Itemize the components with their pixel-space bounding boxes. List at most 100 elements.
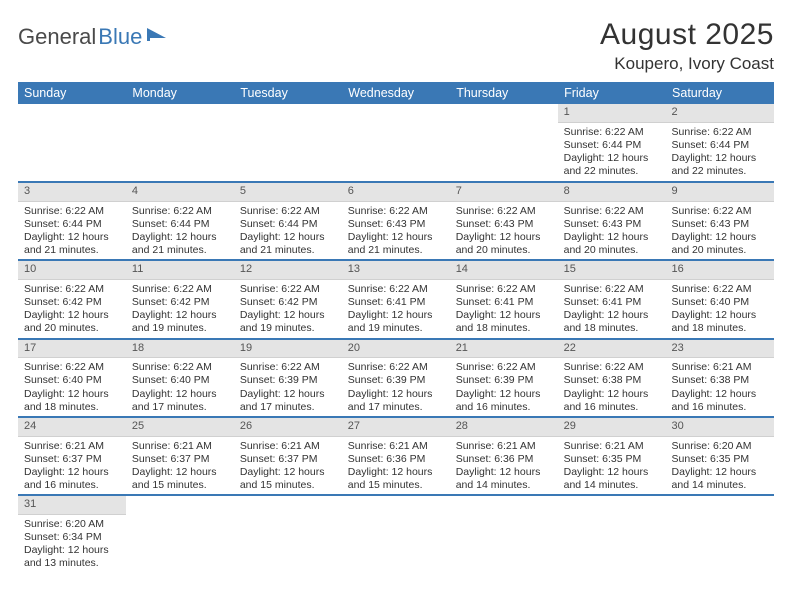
- day-details: Sunrise: 6:22 AMSunset: 6:42 PMDaylight:…: [234, 280, 342, 338]
- calendar-cell: 27Sunrise: 6:21 AMSunset: 6:36 PMDayligh…: [342, 417, 450, 495]
- sunset-text: Sunset: 6:40 PM: [132, 374, 228, 387]
- calendar-cell: 4Sunrise: 6:22 AMSunset: 6:44 PMDaylight…: [126, 182, 234, 260]
- calendar-cell: [450, 104, 558, 182]
- calendar-week: 24Sunrise: 6:21 AMSunset: 6:37 PMDayligh…: [18, 417, 774, 495]
- calendar-cell: 22Sunrise: 6:22 AMSunset: 6:38 PMDayligh…: [558, 339, 666, 417]
- daylight-line1: Daylight: 12 hours: [456, 466, 552, 479]
- calendar-cell: 2Sunrise: 6:22 AMSunset: 6:44 PMDaylight…: [666, 104, 774, 182]
- daylight-line1: Daylight: 12 hours: [240, 309, 336, 322]
- daylight-line1: Daylight: 12 hours: [132, 309, 228, 322]
- daylight-line2: and 18 minutes.: [564, 322, 660, 335]
- day-details: Sunrise: 6:22 AMSunset: 6:39 PMDaylight:…: [234, 358, 342, 416]
- daylight-line1: Daylight: 12 hours: [132, 231, 228, 244]
- daylight-line1: Daylight: 12 hours: [672, 388, 768, 401]
- daylight-line1: Daylight: 12 hours: [672, 309, 768, 322]
- sunset-text: Sunset: 6:38 PM: [672, 374, 768, 387]
- sunrise-text: Sunrise: 6:22 AM: [24, 283, 120, 296]
- day-details: Sunrise: 6:22 AMSunset: 6:43 PMDaylight:…: [342, 202, 450, 260]
- sunset-text: Sunset: 6:40 PM: [24, 374, 120, 387]
- sunset-text: Sunset: 6:36 PM: [348, 453, 444, 466]
- daylight-line2: and 15 minutes.: [240, 479, 336, 492]
- day-number: 26: [234, 418, 342, 437]
- day-number: 3: [18, 183, 126, 202]
- daylight-line1: Daylight: 12 hours: [564, 231, 660, 244]
- sunrise-text: Sunrise: 6:22 AM: [564, 361, 660, 374]
- sunrise-text: Sunrise: 6:22 AM: [564, 283, 660, 296]
- dayname-tuesday: Tuesday: [234, 82, 342, 104]
- day-details: Sunrise: 6:22 AMSunset: 6:39 PMDaylight:…: [450, 358, 558, 416]
- daylight-line1: Daylight: 12 hours: [240, 231, 336, 244]
- daylight-line1: Daylight: 12 hours: [24, 388, 120, 401]
- sunrise-text: Sunrise: 6:22 AM: [24, 205, 120, 218]
- sunset-text: Sunset: 6:37 PM: [132, 453, 228, 466]
- daylight-line1: Daylight: 12 hours: [348, 309, 444, 322]
- calendar-cell: 18Sunrise: 6:22 AMSunset: 6:40 PMDayligh…: [126, 339, 234, 417]
- day-number: 8: [558, 183, 666, 202]
- daylight-line1: Daylight: 12 hours: [240, 466, 336, 479]
- day-details: Sunrise: 6:22 AMSunset: 6:39 PMDaylight:…: [342, 358, 450, 416]
- sunrise-text: Sunrise: 6:22 AM: [348, 205, 444, 218]
- sunrise-text: Sunrise: 6:22 AM: [240, 283, 336, 296]
- sunrise-text: Sunrise: 6:22 AM: [456, 361, 552, 374]
- daylight-line2: and 18 minutes.: [456, 322, 552, 335]
- day-number: 11: [126, 261, 234, 280]
- sunset-text: Sunset: 6:39 PM: [456, 374, 552, 387]
- calendar-table: Sunday Monday Tuesday Wednesday Thursday…: [18, 82, 774, 573]
- day-number: 19: [234, 340, 342, 359]
- calendar-cell: 3Sunrise: 6:22 AMSunset: 6:44 PMDaylight…: [18, 182, 126, 260]
- sunset-text: Sunset: 6:37 PM: [24, 453, 120, 466]
- day-details: Sunrise: 6:22 AMSunset: 6:42 PMDaylight:…: [126, 280, 234, 338]
- sunrise-text: Sunrise: 6:22 AM: [564, 126, 660, 139]
- daylight-line1: Daylight: 12 hours: [456, 309, 552, 322]
- daylight-line2: and 21 minutes.: [240, 244, 336, 257]
- sunrise-text: Sunrise: 6:21 AM: [24, 440, 120, 453]
- daylight-line1: Daylight: 12 hours: [672, 466, 768, 479]
- daylight-line2: and 15 minutes.: [348, 479, 444, 492]
- sunrise-text: Sunrise: 6:21 AM: [348, 440, 444, 453]
- daylight-line1: Daylight: 12 hours: [564, 152, 660, 165]
- day-number: 14: [450, 261, 558, 280]
- day-details: Sunrise: 6:21 AMSunset: 6:37 PMDaylight:…: [234, 437, 342, 495]
- month-title: August 2025: [600, 18, 774, 52]
- day-details: Sunrise: 6:21 AMSunset: 6:38 PMDaylight:…: [666, 358, 774, 416]
- day-number: 20: [342, 340, 450, 359]
- day-details: Sunrise: 6:21 AMSunset: 6:36 PMDaylight:…: [342, 437, 450, 495]
- sunset-text: Sunset: 6:37 PM: [240, 453, 336, 466]
- sunset-text: Sunset: 6:44 PM: [132, 218, 228, 231]
- sunrise-text: Sunrise: 6:21 AM: [672, 361, 768, 374]
- calendar-cell: 26Sunrise: 6:21 AMSunset: 6:37 PMDayligh…: [234, 417, 342, 495]
- daylight-line1: Daylight: 12 hours: [348, 388, 444, 401]
- daylight-line2: and 17 minutes.: [132, 401, 228, 414]
- daylight-line1: Daylight: 12 hours: [456, 388, 552, 401]
- day-number: 2: [666, 104, 774, 123]
- day-number: 12: [234, 261, 342, 280]
- day-number: 23: [666, 340, 774, 359]
- day-details: Sunrise: 6:20 AMSunset: 6:35 PMDaylight:…: [666, 437, 774, 495]
- sunset-text: Sunset: 6:41 PM: [564, 296, 660, 309]
- daylight-line1: Daylight: 12 hours: [24, 466, 120, 479]
- day-number: 6: [342, 183, 450, 202]
- sunset-text: Sunset: 6:44 PM: [240, 218, 336, 231]
- day-details: Sunrise: 6:22 AMSunset: 6:41 PMDaylight:…: [450, 280, 558, 338]
- day-number: 7: [450, 183, 558, 202]
- sunset-text: Sunset: 6:44 PM: [24, 218, 120, 231]
- daylight-line2: and 22 minutes.: [672, 165, 768, 178]
- calendar-cell: 28Sunrise: 6:21 AMSunset: 6:36 PMDayligh…: [450, 417, 558, 495]
- daylight-line2: and 21 minutes.: [24, 244, 120, 257]
- calendar-cell: 7Sunrise: 6:22 AMSunset: 6:43 PMDaylight…: [450, 182, 558, 260]
- sunrise-text: Sunrise: 6:22 AM: [672, 283, 768, 296]
- sunrise-text: Sunrise: 6:20 AM: [24, 518, 120, 531]
- calendar-cell: 25Sunrise: 6:21 AMSunset: 6:37 PMDayligh…: [126, 417, 234, 495]
- daylight-line1: Daylight: 12 hours: [564, 466, 660, 479]
- daylight-line2: and 16 minutes.: [672, 401, 768, 414]
- day-number: 27: [342, 418, 450, 437]
- sunset-text: Sunset: 6:42 PM: [240, 296, 336, 309]
- calendar-cell: 17Sunrise: 6:22 AMSunset: 6:40 PMDayligh…: [18, 339, 126, 417]
- sunset-text: Sunset: 6:44 PM: [564, 139, 660, 152]
- calendar-cell: 12Sunrise: 6:22 AMSunset: 6:42 PMDayligh…: [234, 260, 342, 338]
- daylight-line1: Daylight: 12 hours: [348, 466, 444, 479]
- daylight-line1: Daylight: 12 hours: [564, 388, 660, 401]
- daylight-line2: and 22 minutes.: [564, 165, 660, 178]
- day-details: Sunrise: 6:21 AMSunset: 6:37 PMDaylight:…: [126, 437, 234, 495]
- day-number: 5: [234, 183, 342, 202]
